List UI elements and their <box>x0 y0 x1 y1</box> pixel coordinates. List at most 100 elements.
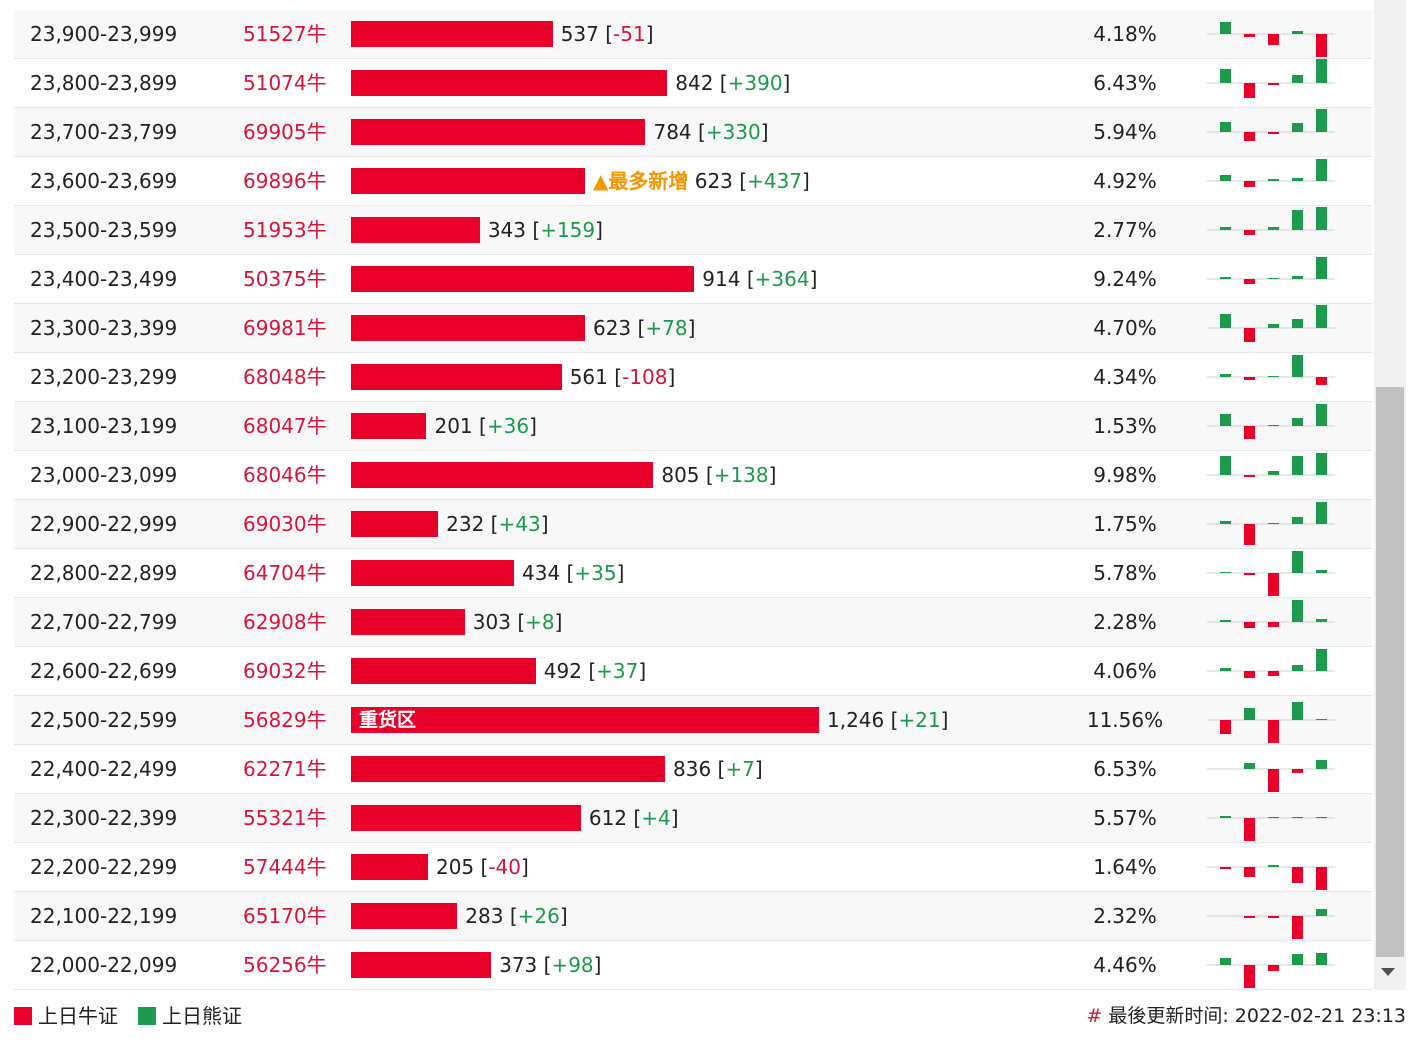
sparkline <box>1207 865 1335 890</box>
bar <box>351 364 562 390</box>
spark-bar <box>1316 719 1327 720</box>
spark-bar <box>1268 34 1279 45</box>
spark-bar <box>1292 665 1303 671</box>
code: 69030牛 <box>243 512 327 536</box>
change: +330 <box>698 120 769 144</box>
spark-bar <box>1316 817 1327 818</box>
change: +21 <box>891 708 949 732</box>
sparkline <box>1207 305 1335 342</box>
bar <box>351 658 536 684</box>
spark-bar <box>1244 708 1255 720</box>
range: 22,200-22,299 <box>30 855 178 879</box>
bar <box>351 119 646 145</box>
range: 23,700-23,799 <box>30 120 178 144</box>
count: 623 <box>592 316 632 340</box>
pct: 2.32% <box>1093 904 1157 928</box>
spark-bar <box>1220 277 1231 279</box>
count-cell: 842 +390 <box>675 70 790 96</box>
row <box>14 353 1372 402</box>
row <box>14 500 1372 549</box>
spark-bar <box>1268 622 1279 627</box>
code: 51953牛 <box>243 218 327 242</box>
sparkline <box>1207 909 1335 939</box>
spark-bar <box>1268 227 1279 230</box>
pct: 5.57% <box>1093 806 1157 830</box>
spark-bar <box>1292 954 1303 965</box>
spark-bar <box>1268 324 1279 328</box>
row <box>14 206 1372 255</box>
sparkline <box>1207 816 1335 841</box>
count-cell: 434 +35 <box>522 560 624 586</box>
code: 68048牛 <box>243 365 327 389</box>
spark-bar <box>1220 958 1231 965</box>
spark-bar <box>1316 867 1327 890</box>
spark-bar <box>1292 276 1303 279</box>
count-cell: 623 +78 <box>593 315 695 341</box>
pct: 4.34% <box>1093 365 1157 389</box>
spark-bar <box>1292 769 1303 773</box>
count: 283 <box>465 904 504 928</box>
count-cell: 836 +7 <box>673 756 763 782</box>
spark-bar <box>1220 668 1231 671</box>
spark-bar <box>1268 865 1279 867</box>
range: 22,700-22,799 <box>30 610 178 634</box>
sparkline <box>1207 159 1335 187</box>
code: 55321牛 <box>243 806 327 830</box>
spark-bar <box>1268 965 1279 971</box>
count-cell: 561 -108 <box>570 364 676 390</box>
spark-bar <box>1316 953 1327 965</box>
count: 842 <box>675 71 714 95</box>
bar <box>351 609 465 635</box>
spark-bar <box>1316 377 1327 385</box>
bar <box>351 511 439 537</box>
spark-bar <box>1220 521 1231 524</box>
range: 22,300-22,399 <box>30 806 178 830</box>
code: 62271牛 <box>243 757 327 781</box>
change: +364 <box>747 267 818 291</box>
range: 22,800-22,899 <box>30 561 178 585</box>
spark-bar <box>1220 414 1231 426</box>
scrollbar-thumb[interactable] <box>1376 387 1404 957</box>
spark-bar <box>1292 551 1303 573</box>
pct: 4.18% <box>1093 22 1157 46</box>
row <box>14 647 1372 696</box>
range: 23,800-23,899 <box>30 71 178 95</box>
code: 69981牛 <box>243 316 327 340</box>
spark-bar <box>1316 453 1327 475</box>
sparkline <box>1207 404 1335 439</box>
sparkline <box>1207 953 1335 988</box>
row <box>14 745 1372 794</box>
count-cell: 373 +98 <box>499 952 601 978</box>
spark-bar <box>1316 502 1327 524</box>
pct: 9.24% <box>1093 267 1157 291</box>
spark-bar <box>1244 34 1255 37</box>
pct: 4.70% <box>1093 316 1157 340</box>
spark-bar <box>1268 671 1279 676</box>
code: 68046牛 <box>243 463 327 487</box>
spark-bar <box>1292 702 1303 720</box>
sparkline <box>1207 355 1335 385</box>
count: 1,246 <box>826 708 885 732</box>
bar <box>351 462 654 488</box>
spark-bar <box>1220 572 1231 573</box>
spark-bar <box>1220 816 1231 818</box>
spark-bar <box>1244 524 1255 545</box>
sparkline <box>1207 59 1335 98</box>
footer-hash: # <box>1086 1005 1103 1027</box>
spark-bar <box>1316 59 1327 83</box>
code: 68047牛 <box>243 414 327 438</box>
spark-bar <box>1244 573 1255 575</box>
spark-bar <box>1220 867 1231 869</box>
scroll-down-arrow[interactable] <box>1380 966 1396 978</box>
spark-bar <box>1244 328 1255 342</box>
count-cell: 492 +37 <box>544 658 646 684</box>
count: 784 <box>653 120 692 144</box>
change: +159 <box>532 218 603 242</box>
count: 914 <box>702 267 741 291</box>
pct: 9.98% <box>1093 463 1157 487</box>
row <box>14 549 1372 598</box>
row <box>14 892 1372 941</box>
change: +37 <box>588 659 646 683</box>
spark-bar <box>1292 123 1303 132</box>
